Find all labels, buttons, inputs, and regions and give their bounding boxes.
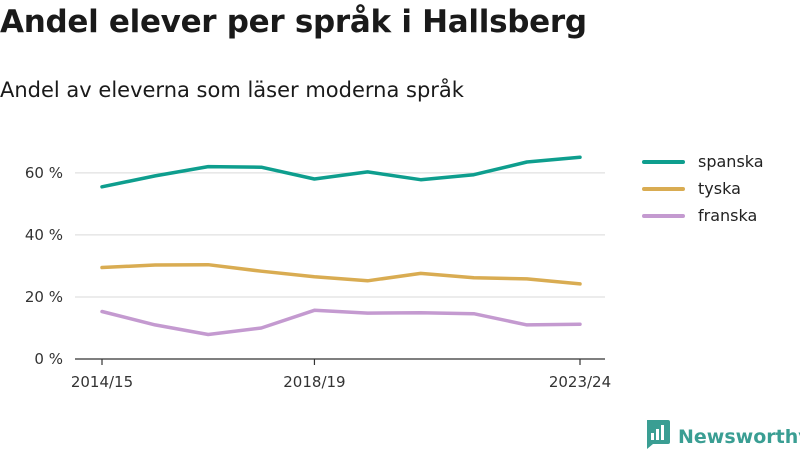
chart-subtitle: Andel av eleverna som läser moderna språ… <box>0 78 464 102</box>
legend-swatch-tyska <box>642 186 685 191</box>
newsworthy-logo-icon <box>645 420 670 453</box>
y-tick-label: 0 % <box>34 350 63 368</box>
x-tick-label: 2014/15 <box>71 373 133 391</box>
legend-item-tyska[interactable]: tyska <box>642 175 764 202</box>
series-line-franska[interactable] <box>100 308 582 337</box>
brand-name: Newsworthy <box>678 425 800 448</box>
axes: 0 % 20 % 40 % 60 % 2014/15 2018/19 2023/24 <box>25 164 611 391</box>
chart-title: Andel elever per språk i Hallsberg <box>0 4 587 40</box>
series-lines <box>100 155 582 337</box>
series-line-spanska[interactable] <box>100 155 582 189</box>
y-tick-label: 20 % <box>25 288 63 306</box>
legend-item-spanska[interactable]: spanska <box>642 148 764 175</box>
brand-logo[interactable]: Newsworthy <box>645 420 800 453</box>
legend: spanska tyska franska <box>642 148 764 229</box>
y-tick-label: 40 % <box>25 226 63 244</box>
legend-label: franska <box>698 206 758 225</box>
legend-swatch-franska <box>642 213 685 218</box>
legend-swatch-spanska <box>642 159 685 164</box>
y-tick-label: 60 % <box>25 164 63 182</box>
legend-item-franska[interactable]: franska <box>642 202 764 229</box>
series-line-tyska[interactable] <box>100 262 582 286</box>
x-tick-label: 2023/24 <box>549 373 611 391</box>
legend-label: tyska <box>698 179 741 198</box>
x-tick-label: 2018/19 <box>283 373 345 391</box>
legend-label: spanska <box>698 152 764 171</box>
